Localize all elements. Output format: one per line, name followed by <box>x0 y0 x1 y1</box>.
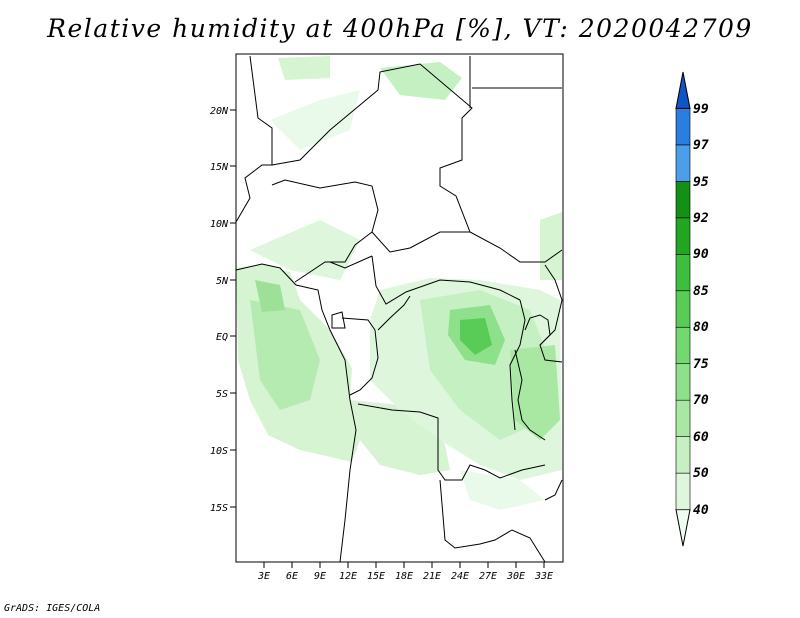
colorbar-label: 92 <box>693 211 709 226</box>
lon-label: 18E <box>395 571 413 582</box>
lat-label: 5S <box>216 389 228 400</box>
colorbar-label: 40 <box>693 503 709 518</box>
lat-label: 10N <box>210 219 229 230</box>
colorbar-label: 80 <box>693 320 709 335</box>
lon-label: 33E <box>534 571 553 582</box>
colorbar-segment <box>675 472 691 510</box>
map-title: Relative humidity at 400hPa [%], VT: 202… <box>47 14 753 43</box>
colorbar-label: 95 <box>693 175 709 190</box>
colorbar-segment <box>675 326 691 365</box>
country-borders <box>235 55 563 563</box>
colorbar-label: 97 <box>693 138 709 153</box>
colorbar-label: 50 <box>693 466 709 481</box>
lon-label: 12E <box>339 571 357 582</box>
lon-label: 9E <box>314 571 326 582</box>
colorbar-label: 75 <box>693 357 709 372</box>
lat-label: 10S <box>210 446 228 457</box>
colorbar-label: 90 <box>693 247 709 262</box>
longitude-axis: 3E 6E 9E 12E 15E 18E 21E 24E 27E 30E 33E <box>257 562 553 582</box>
colorbar-segment <box>675 253 691 292</box>
colorbar: 40 50 60 70 75 80 85 90 92 95 97 99 <box>675 71 709 547</box>
lat-label: 5N <box>216 276 229 287</box>
colorbar-segment <box>675 363 691 401</box>
lon-label: 6E <box>286 571 298 582</box>
lon-label: 27E <box>479 571 497 582</box>
lon-label: 3E <box>257 571 270 582</box>
latitude-axis: 20N 15N 10N 5N EQ 5S 10S 15S <box>210 106 236 514</box>
lon-label: 24E <box>451 571 469 582</box>
lat-label: 20N <box>210 106 229 117</box>
map-frame <box>235 53 564 563</box>
colorbar-segment <box>675 509 691 547</box>
humidity-shading <box>236 56 562 510</box>
lon-label: 15E <box>367 571 385 582</box>
lon-label: 21E <box>423 571 441 582</box>
colorbar-segment <box>675 71 691 109</box>
colorbar-segment <box>675 181 691 219</box>
colorbar-segment <box>675 144 691 182</box>
colorbar-segment <box>675 436 691 474</box>
colorbar-label: 85 <box>693 284 709 299</box>
grads-credit: GrADS: IGES/COLA <box>4 603 101 614</box>
lat-label: 15S <box>210 503 228 514</box>
lon-label: 30E <box>506 571 525 582</box>
colorbar-label: 70 <box>693 393 709 408</box>
colorbar-label: 60 <box>693 430 709 445</box>
lat-label: 15N <box>210 162 229 173</box>
colorbar-label: 99 <box>693 102 709 117</box>
colorbar-segment <box>675 108 691 146</box>
colorbar-segment <box>675 399 691 437</box>
colorbar-segment <box>675 217 691 255</box>
colorbar-segment <box>675 290 691 328</box>
lat-label: EQ <box>216 332 228 343</box>
